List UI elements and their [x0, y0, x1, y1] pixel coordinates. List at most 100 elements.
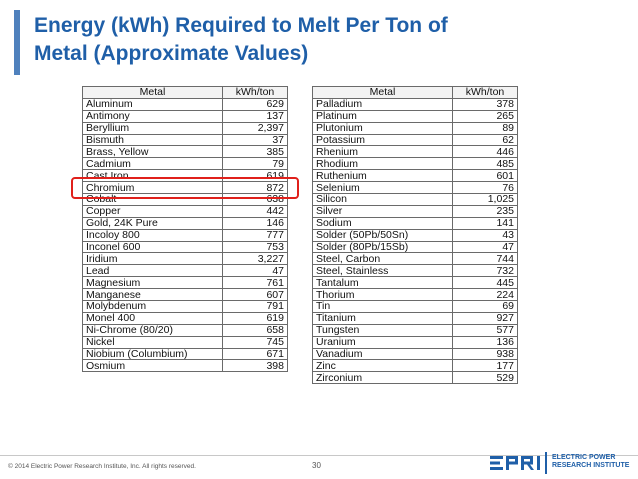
kwh-per-ton-cell: 761: [222, 276, 288, 290]
kwh-per-ton-cell: 445: [452, 276, 518, 290]
metal-name-cell: Tantalum: [312, 276, 453, 290]
kwh-per-ton-cell: 485: [452, 157, 518, 171]
table-row: Uranium 136: [312, 335, 518, 349]
table-row: Iridium 3,227: [82, 252, 288, 266]
metal-name-cell: Thorium: [312, 288, 453, 302]
footer-divider: [0, 455, 638, 456]
kwh-per-ton-cell: 224: [452, 288, 518, 302]
metal-name-cell: Monel 400: [82, 311, 223, 325]
slide-title-line-2: Metal (Approximate Values): [34, 42, 309, 65]
metal-name-cell: Antimony: [82, 109, 223, 123]
kwh-per-ton-cell: 177: [452, 359, 518, 373]
kwh-per-ton-cell: 601: [452, 169, 518, 183]
table-row: Rhenium 446: [312, 145, 518, 159]
table-row: Potassium 62: [312, 133, 518, 147]
kwh-per-ton-cell: 43: [452, 228, 518, 242]
metal-name-cell: Steel, Stainless: [312, 264, 453, 278]
kwh-per-ton-cell: 2,397: [222, 121, 288, 135]
kwh-per-ton-cell: 607: [222, 288, 288, 302]
metal-name-cell: Titanium: [312, 311, 453, 325]
table-row: Monel 400 619: [82, 311, 288, 325]
kwh-per-ton-cell: 398: [222, 359, 288, 373]
kwh-per-ton-cell: 791: [222, 300, 288, 313]
logo-text-line-1: ELECTRIC POWER: [552, 454, 616, 461]
metal-name-cell: Lead: [82, 264, 223, 278]
epri-logo: [490, 456, 540, 470]
table-header-row: Metal kWh/ton: [312, 86, 518, 99]
kwh-per-ton-cell: 76: [452, 181, 518, 195]
table-row: Nickel 745: [82, 335, 288, 349]
table-row: Silicon 1,025: [312, 193, 518, 206]
kwh-per-ton-cell: 671: [222, 347, 288, 361]
title-accent-bar: [14, 10, 20, 75]
kwh-per-ton-cell: 446: [452, 145, 518, 159]
metal-name-cell: Ni-Chrome (80/20): [82, 323, 223, 337]
table-row: Aluminum 629: [82, 97, 288, 111]
kwh-per-ton-cell: 47: [452, 240, 518, 254]
table-row: Zirconium 529: [312, 371, 518, 385]
table-row: Osmium 398: [82, 359, 288, 373]
metal-name-cell: Tin: [312, 300, 453, 313]
table-row: Brass, Yellow 385: [82, 145, 288, 159]
table-row: Vanadium 938: [312, 347, 518, 361]
metal-name-cell: Beryllium: [82, 121, 223, 135]
cast-iron-highlight-box: [71, 177, 299, 199]
kwh-per-ton-cell: 3,227: [222, 252, 288, 266]
kwh-per-ton-cell: 79: [222, 157, 288, 171]
kwh-per-ton-cell: 137: [222, 109, 288, 123]
table-row: Rhodium 485: [312, 157, 518, 171]
metal-name-cell: Uranium: [312, 335, 453, 349]
metal-name-cell: Silicon: [312, 193, 453, 206]
kwh-per-ton-cell: 745: [222, 335, 288, 349]
metal-name-cell: Molybdenum: [82, 300, 223, 313]
kwh-per-ton-cell: 753: [222, 240, 288, 254]
kwh-per-ton-cell: 442: [222, 204, 288, 218]
kwh-per-ton-cell: 577: [452, 323, 518, 337]
metal-name-cell: Manganese: [82, 288, 223, 302]
table-row: Selenium 76: [312, 181, 518, 195]
melt-energy-table-right: Metal kWh/ton Palladium 378 Platinum 265 Plu…: [312, 86, 518, 385]
kwh-per-ton-cell: 529: [452, 371, 518, 385]
metal-name-cell: Bismuth: [82, 133, 223, 147]
metal-name-cell: Niobium (Columbium): [82, 347, 223, 361]
table-row: Manganese 607: [82, 288, 288, 302]
page-number: 30: [312, 461, 321, 470]
table-row: Lead 47: [82, 264, 288, 278]
kwh-per-ton-cell: 89: [452, 121, 518, 135]
kwh-per-ton-cell: 265: [452, 109, 518, 123]
metal-name-cell: Potassium: [312, 133, 453, 147]
kwh-per-ton-cell: 927: [452, 311, 518, 325]
metal-name-cell: Sodium: [312, 216, 453, 230]
metal-name-cell: Platinum: [312, 109, 453, 123]
kwh-per-ton-cell: 47: [222, 264, 288, 278]
column-header-metal: Metal: [82, 86, 223, 99]
metal-name-cell: Nickel: [82, 335, 223, 349]
table-row: Bismuth 37: [82, 133, 288, 147]
kwh-per-ton-cell: 146: [222, 216, 288, 230]
metal-name-cell: Solder (80Pb/15Sb): [312, 240, 453, 254]
column-header-kwh-ton: kWh/ton: [452, 86, 518, 99]
metal-name-cell: Zinc: [312, 359, 453, 373]
metal-name-cell: Vanadium: [312, 347, 453, 361]
logo-divider: [545, 452, 547, 474]
metal-name-cell: Incoloy 800: [82, 228, 223, 242]
metal-name-cell: Silver: [312, 204, 453, 218]
melt-energy-table-left: Metal kWh/ton Aluminum 629 Antimony 137 Bery…: [82, 86, 288, 373]
metal-name-cell: Gold, 24K Pure: [82, 216, 223, 230]
kwh-per-ton-cell: 378: [452, 97, 518, 111]
copyright-text: © 2014 Electric Power Research Institute…: [8, 463, 196, 470]
column-header-kwh-ton: kWh/ton: [222, 86, 288, 99]
table-row: Steel, Carbon 744: [312, 252, 518, 266]
table-row: Solder (80Pb/15Sb) 47: [312, 240, 518, 254]
kwh-per-ton-cell: 136: [452, 335, 518, 349]
table-row: Niobium (Columbium) 671: [82, 347, 288, 361]
metal-name-cell: Inconel 600: [82, 240, 223, 254]
kwh-per-ton-cell: 777: [222, 228, 288, 242]
metal-name-cell: Magnesium: [82, 276, 223, 290]
metal-name-cell: Rhenium: [312, 145, 453, 159]
kwh-per-ton-cell: 629: [222, 97, 288, 111]
kwh-per-ton-cell: 141: [452, 216, 518, 230]
table-row: Plutonium 89: [312, 121, 518, 135]
table-row: Sodium 141: [312, 216, 518, 230]
table-row: Chromium 872: [82, 181, 288, 195]
